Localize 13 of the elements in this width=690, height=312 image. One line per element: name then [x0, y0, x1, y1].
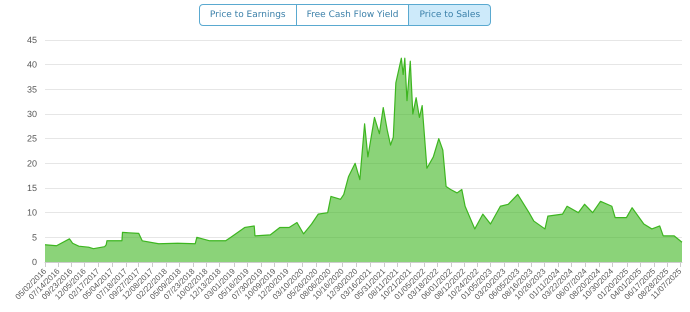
y-tick-label: 35	[26, 84, 37, 94]
y-tick-label: 40	[26, 60, 37, 70]
y-tick-label: 20	[26, 158, 37, 168]
y-tick-label: 10	[26, 208, 37, 218]
text: Price to Sales	[409, 4, 492, 26]
y-tick-label: 0	[32, 257, 37, 267]
text: Free Cash Flow Yield	[296, 4, 410, 26]
y-tick-label: 45	[26, 35, 37, 45]
text: Price to Earnings	[198, 4, 297, 26]
y-tick-label: 25	[26, 134, 37, 144]
y-tick-label: 30	[26, 109, 37, 119]
y-tick-label: 15	[26, 183, 37, 193]
y-tick-label: 5	[32, 232, 37, 242]
